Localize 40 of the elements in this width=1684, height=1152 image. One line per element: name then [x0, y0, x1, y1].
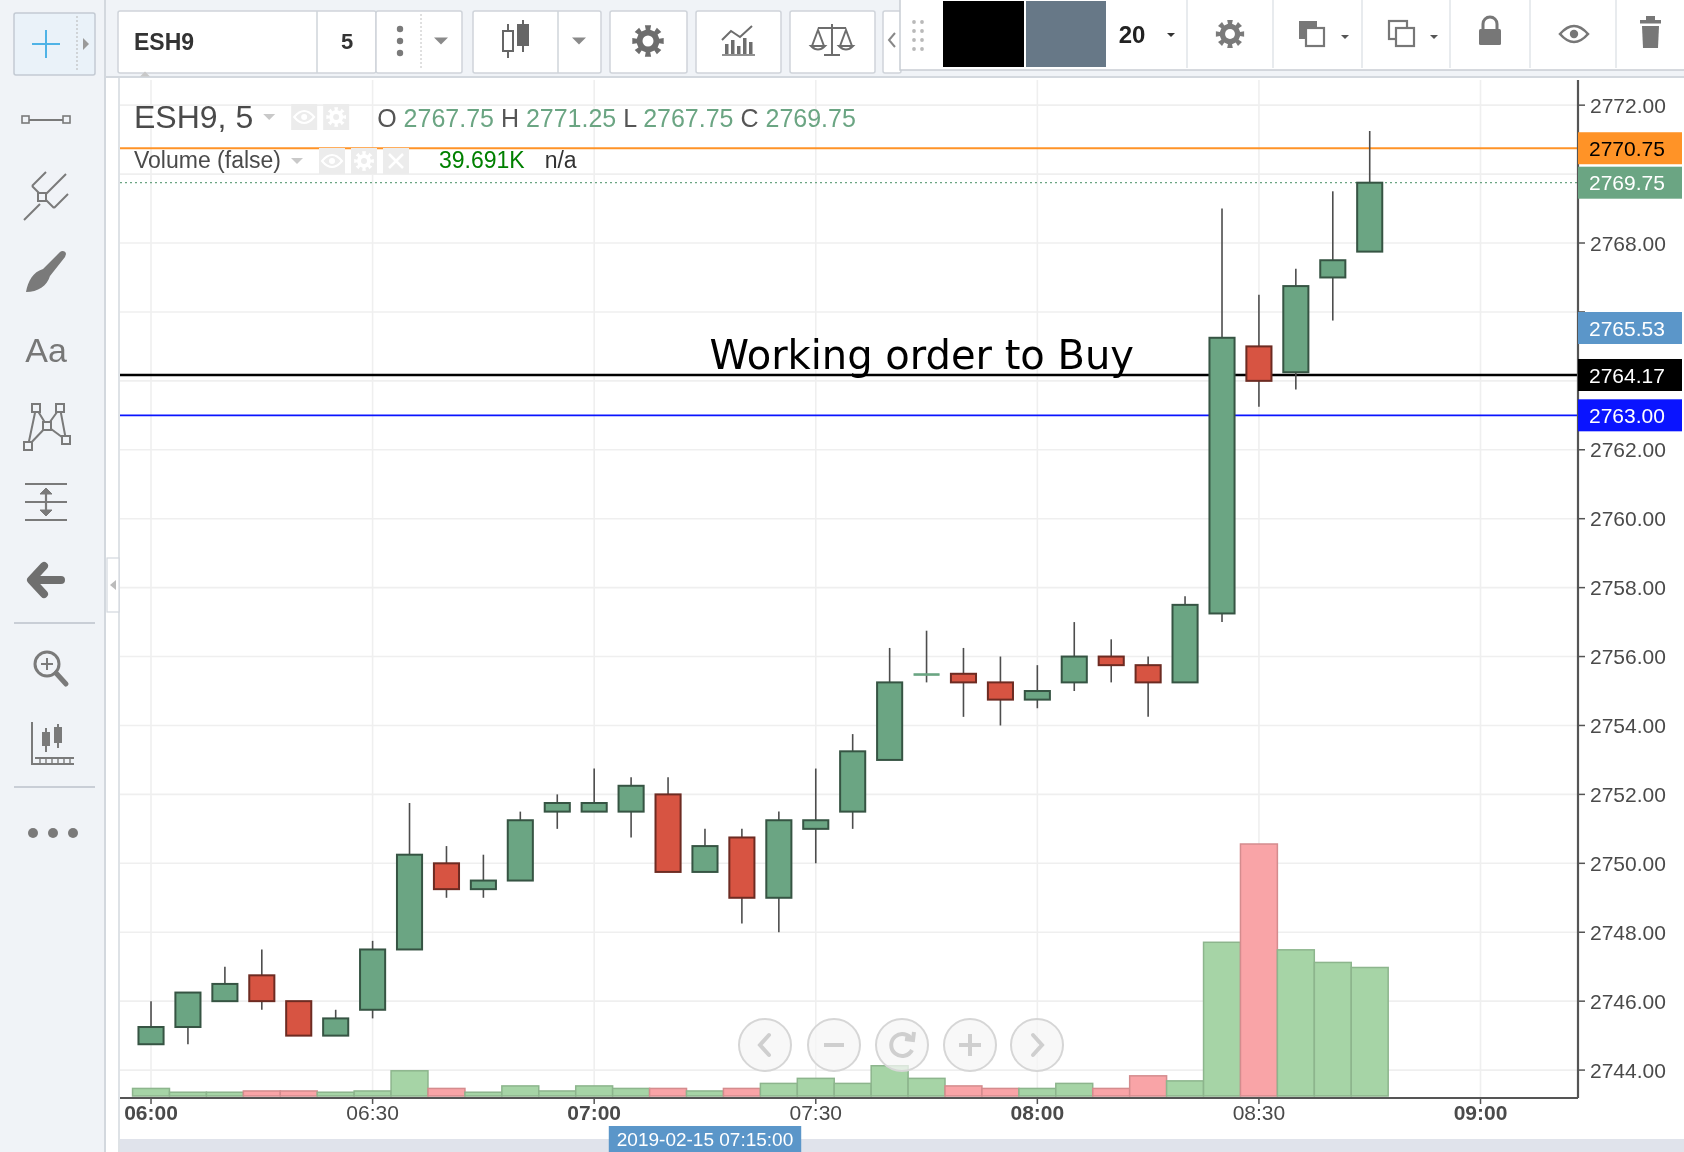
- y-tick-label: 2762.00: [1590, 438, 1666, 462]
- y-tick-label: 2750.00: [1590, 851, 1666, 875]
- bar: [427, 1087, 466, 1097]
- text: Aa: [25, 331, 67, 369]
- x-tick-label: 07:00: [567, 1101, 622, 1124]
- bar: [685, 1090, 725, 1097]
- y-tick-label: 2752.00: [1590, 782, 1666, 806]
- x-tick-label: 09:00: [1453, 1101, 1508, 1124]
- ref-line-label: 2770.75: [1589, 136, 1665, 160]
- y-tick-label: 2746.00: [1590, 989, 1666, 1013]
- x-tick-label: 06:00: [124, 1101, 178, 1124]
- y-tick-label: 2760.00: [1590, 507, 1666, 531]
- candlestick: [949, 647, 978, 718]
- text: 20: [1118, 21, 1146, 48]
- annotation: Working order to Buy: [709, 331, 1135, 378]
- y-tick-label: 2744.00: [1590, 1058, 1666, 1082]
- y-tick-label: 2754.00: [1590, 714, 1666, 738]
- y-tick-label: 2758.00: [1590, 576, 1666, 600]
- y-tick-label: 2772.00: [1590, 93, 1666, 117]
- candlestick: [913, 629, 940, 684]
- text: O 2767.75 H 2771.25 L 2767.75 C 2769.75: [377, 104, 856, 132]
- x-tick-label: 06:30: [346, 1101, 399, 1124]
- text: 2765.53: [1589, 316, 1665, 340]
- text: ESH9, 5: [134, 99, 254, 135]
- ref-line-label: 2763.00: [1589, 403, 1665, 427]
- ref-line-label: 2769.75: [1589, 171, 1665, 195]
- bar: [1239, 843, 1279, 1097]
- text: 5: [340, 29, 354, 54]
- bar: [648, 1087, 688, 1097]
- candlestick: [802, 767, 830, 865]
- text: ESH9: [134, 29, 195, 55]
- x-tick-label: 08:00: [1010, 1101, 1065, 1124]
- x-tick-label: 07:30: [789, 1101, 843, 1124]
- x-tick-label: 08:30: [1232, 1101, 1286, 1124]
- text: 2019-02-15 07:15:00: [616, 1128, 794, 1150]
- ref-line-label: 2764.17: [1589, 363, 1665, 387]
- y-tick-label: 2748.00: [1590, 920, 1666, 944]
- bar: [722, 1087, 762, 1097]
- y-tick-label: 2768.00: [1590, 231, 1666, 255]
- y-tick-label: 2756.00: [1590, 645, 1666, 669]
